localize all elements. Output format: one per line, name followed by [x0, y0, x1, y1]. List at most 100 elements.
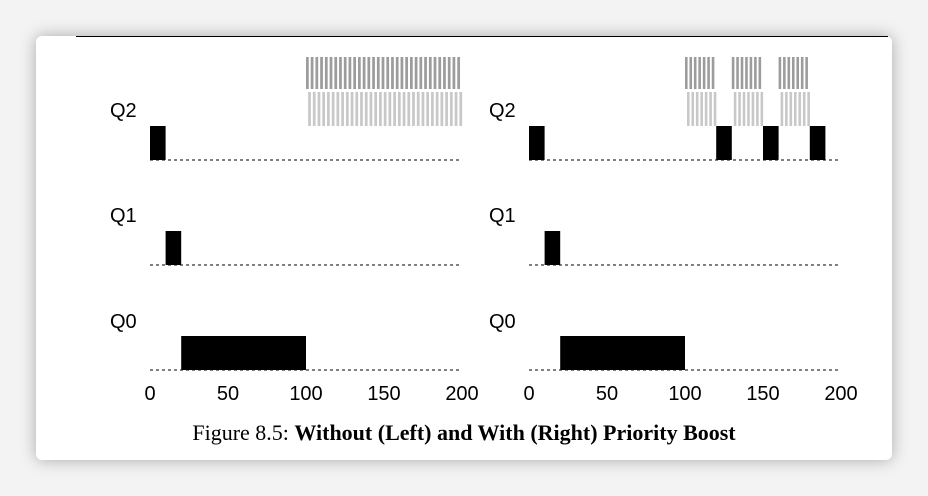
short-job-stripe-lower — [747, 92, 750, 126]
short-job-stripe-lower — [751, 92, 755, 126]
short-jobs-block — [685, 57, 717, 126]
long-job-bar — [716, 126, 732, 160]
short-job-stripe-lower — [308, 92, 311, 126]
short-job-stripe-lower — [440, 92, 444, 126]
short-job-stripe-lower — [695, 92, 699, 126]
short-job-stripe-upper — [796, 57, 800, 89]
short-job-stripe-lower — [785, 92, 788, 126]
short-job-stripe-upper — [758, 57, 762, 89]
short-job-stripe-lower — [807, 92, 810, 126]
short-job-stripe-upper — [419, 57, 423, 89]
short-job-stripe-lower — [393, 92, 396, 126]
queue-label-q2: Q2 — [110, 100, 137, 122]
short-job-stripe-upper — [414, 57, 418, 89]
short-job-stripe-lower — [360, 92, 363, 126]
queue-label-q1: Q1 — [110, 205, 137, 227]
short-job-stripe-lower — [322, 92, 326, 126]
short-job-stripe-upper — [391, 57, 394, 89]
x-tick-label: 0 — [144, 383, 155, 405]
panel-right: Q2 Q1 Q0 0 50 100 150 200 — [489, 57, 858, 405]
short-job-stripe-upper — [745, 57, 748, 89]
short-job-stripe-upper — [348, 57, 352, 89]
short-job-stripe-upper — [334, 57, 338, 89]
short-job-stripe-lower — [421, 92, 425, 126]
short-job-stripe-upper — [395, 57, 399, 89]
short-job-stripe-lower — [402, 92, 406, 126]
short-job-stripe-lower — [412, 92, 415, 126]
short-job-stripe-lower — [374, 92, 378, 126]
x-tick-label: 200 — [445, 383, 478, 405]
short-job-stripe-lower — [317, 92, 321, 126]
top-rule — [76, 36, 888, 37]
short-job-stripe-upper — [800, 57, 804, 89]
short-job-stripe-upper — [320, 57, 323, 89]
short-job-stripe-lower — [742, 92, 746, 126]
short-job-stripe-upper — [787, 57, 791, 89]
short-job-stripe-upper — [443, 57, 446, 89]
short-jobs-block — [731, 57, 764, 126]
short-job-stripe-upper — [324, 57, 328, 89]
x-tick-label: 50 — [217, 383, 239, 405]
queue-label-q0: Q0 — [489, 311, 516, 333]
x-tick-label: 100 — [289, 383, 322, 405]
short-jobs-block — [306, 57, 463, 126]
short-job-stripe-upper — [353, 57, 357, 89]
short-job-stripe-upper — [381, 57, 385, 89]
short-job-stripe-upper — [400, 57, 404, 89]
short-job-stripe-upper — [707, 57, 710, 89]
short-job-stripe-lower — [756, 92, 759, 126]
short-job-stripe-lower — [416, 92, 420, 126]
long-job-bar — [150, 126, 166, 160]
short-job-stripe-lower — [364, 92, 368, 126]
panel-left: Q2 Q1 Q0 0 50 100 150 200 — [110, 57, 479, 405]
short-job-stripe-lower — [345, 92, 349, 126]
short-job-stripe-lower — [336, 92, 340, 126]
short-job-stripe-lower — [426, 92, 430, 126]
long-job-bar — [529, 126, 545, 160]
long-job-bar — [165, 231, 182, 265]
short-job-stripe-upper — [805, 57, 808, 89]
short-job-stripe-upper — [447, 57, 451, 89]
long-job-bar — [809, 126, 826, 160]
short-job-stripe-upper — [306, 57, 309, 89]
x-tick-label: 50 — [596, 383, 618, 405]
short-job-stripe-upper — [372, 57, 375, 89]
short-job-stripe-upper — [329, 57, 333, 89]
short-job-stripe-lower — [369, 92, 373, 126]
short-job-stripe-lower — [388, 92, 392, 126]
short-job-stripe-lower — [798, 92, 802, 126]
short-job-stripe-lower — [383, 92, 387, 126]
short-job-stripe-lower — [407, 92, 411, 126]
short-job-stripe-lower — [454, 92, 458, 126]
short-job-stripe-upper — [711, 57, 715, 89]
short-job-stripe-lower — [709, 92, 712, 126]
short-job-stripe-upper — [386, 57, 390, 89]
short-job-stripe-lower — [350, 92, 354, 126]
long-job-bar — [181, 336, 306, 370]
short-job-stripe-upper — [424, 57, 427, 89]
short-job-stripe-upper — [438, 57, 442, 89]
short-job-stripe-upper — [791, 57, 795, 89]
short-job-stripe-upper — [405, 57, 409, 89]
short-job-stripe-upper — [783, 57, 786, 89]
short-job-stripe-lower — [780, 92, 784, 126]
short-job-stripe-lower — [700, 92, 703, 126]
short-job-stripe-upper — [740, 57, 744, 89]
short-job-stripe-lower — [738, 92, 741, 126]
long-job-bar — [763, 126, 779, 160]
short-jobs-block — [778, 57, 810, 126]
short-job-stripe-lower — [802, 92, 806, 126]
short-job-stripe-lower — [704, 92, 708, 126]
short-job-stripe-upper — [315, 57, 319, 89]
short-job-stripe-upper — [358, 57, 361, 89]
short-job-stripe-lower — [312, 92, 316, 126]
short-job-stripe-upper — [343, 57, 347, 89]
queue-label-q2: Q2 — [489, 100, 516, 122]
short-job-stripe-lower — [341, 92, 344, 126]
short-job-stripe-upper — [310, 57, 314, 89]
long-job-bar — [544, 231, 561, 265]
short-job-stripe-upper — [362, 57, 366, 89]
short-job-stripe-upper — [685, 57, 688, 89]
short-job-stripe-upper — [428, 57, 432, 89]
